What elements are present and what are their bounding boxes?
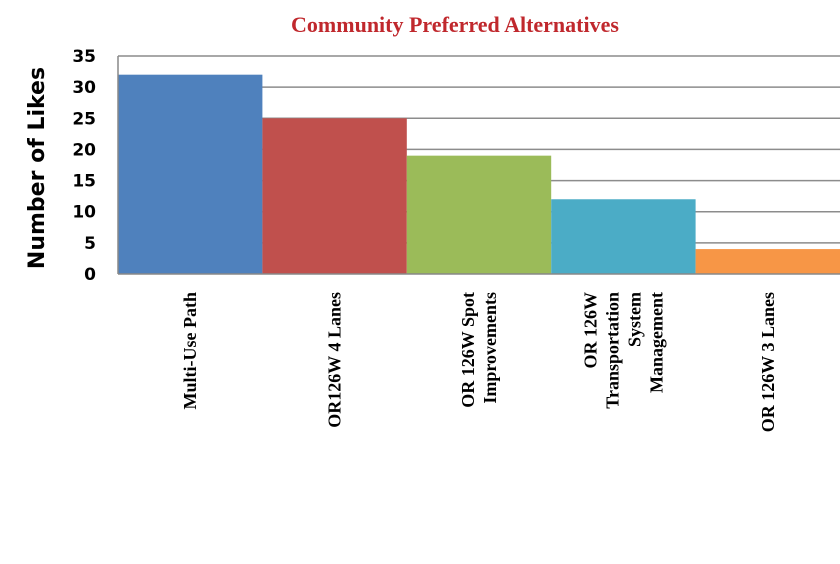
x-tick-labels: Multi-Use Path OR126W 4 Lanes OR 126W Spot…: [180, 292, 778, 432]
y-tick-label: 20: [72, 140, 96, 160]
y-tick-label: 0: [84, 265, 96, 285]
y-tick-label: 10: [72, 203, 96, 223]
x-tick-label: OR126W 4 Lanes: [325, 292, 345, 428]
bar: [695, 249, 840, 274]
bar: [262, 118, 407, 275]
y-axis-label: Number of Likes: [25, 67, 50, 269]
x-tick-label: Multi-Use Path: [180, 292, 200, 409]
chart-title: Community Preferred Alternatives: [291, 12, 619, 37]
y-tick-label: 25: [72, 109, 96, 129]
x-tick-label: OR 126W Spot: [458, 292, 478, 408]
x-tick-label: Management: [646, 292, 666, 393]
x-tick-label: System: [624, 292, 644, 347]
y-tick-label: 5: [84, 234, 96, 254]
y-tick-label: 35: [72, 47, 96, 67]
y-tick-label: 15: [72, 172, 96, 192]
x-tick-label: OR 126W 3 Lanes: [758, 292, 778, 432]
y-tick-labels: 0 5 10 15 20 25 30 35: [72, 47, 96, 285]
x-tick-label: Improvements: [480, 292, 500, 404]
bars: [118, 74, 840, 275]
y-tick-label: 30: [72, 78, 96, 98]
bar: [551, 199, 696, 274]
x-tick-label: Transportation: [602, 292, 622, 409]
x-tick-label: OR 126W: [580, 292, 600, 369]
bar: [406, 155, 552, 274]
bar: [118, 74, 263, 274]
